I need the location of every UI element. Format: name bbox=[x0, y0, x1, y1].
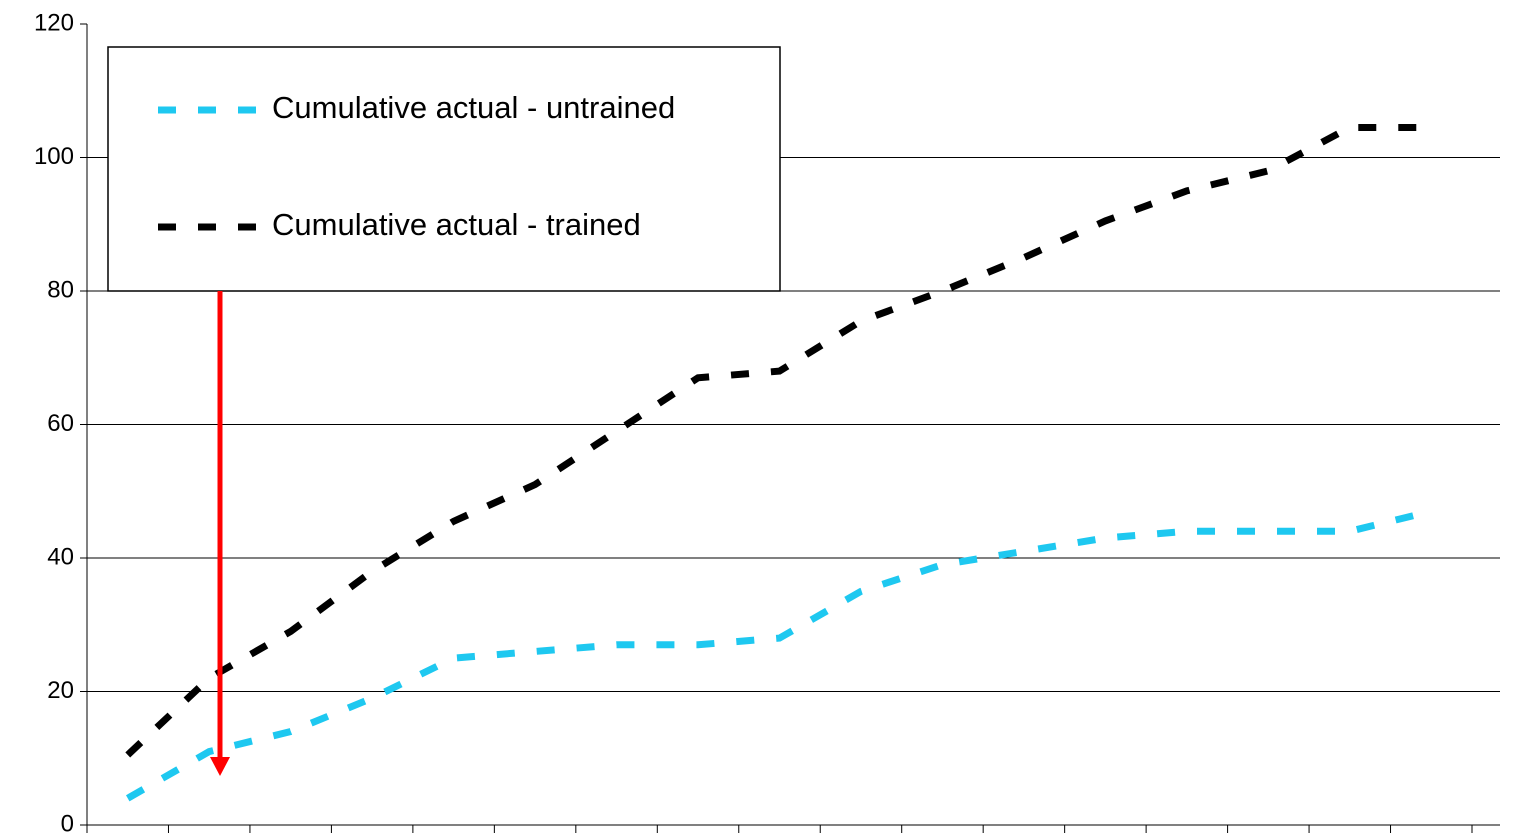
y-tick-label: 40 bbox=[47, 543, 74, 570]
legend: Cumulative actual - untrained Cumulative … bbox=[158, 90, 675, 242]
series-line bbox=[125, 507, 1433, 802]
legend-box bbox=[107, 46, 781, 292]
legend-label: Cumulative actual - trained bbox=[272, 207, 641, 242]
y-tick-label: 20 bbox=[47, 677, 74, 704]
y-tick-label: 120 bbox=[34, 9, 74, 36]
y-tick-label: 0 bbox=[61, 810, 74, 837]
annotation-arrowhead bbox=[210, 757, 230, 776]
legend-label: Cumulative actual - untrained bbox=[272, 90, 675, 125]
y-tick-label: 80 bbox=[47, 276, 74, 303]
y-tick-label: 100 bbox=[34, 143, 74, 170]
y-tick-label: 60 bbox=[47, 410, 74, 437]
series-line bbox=[125, 123, 1432, 758]
